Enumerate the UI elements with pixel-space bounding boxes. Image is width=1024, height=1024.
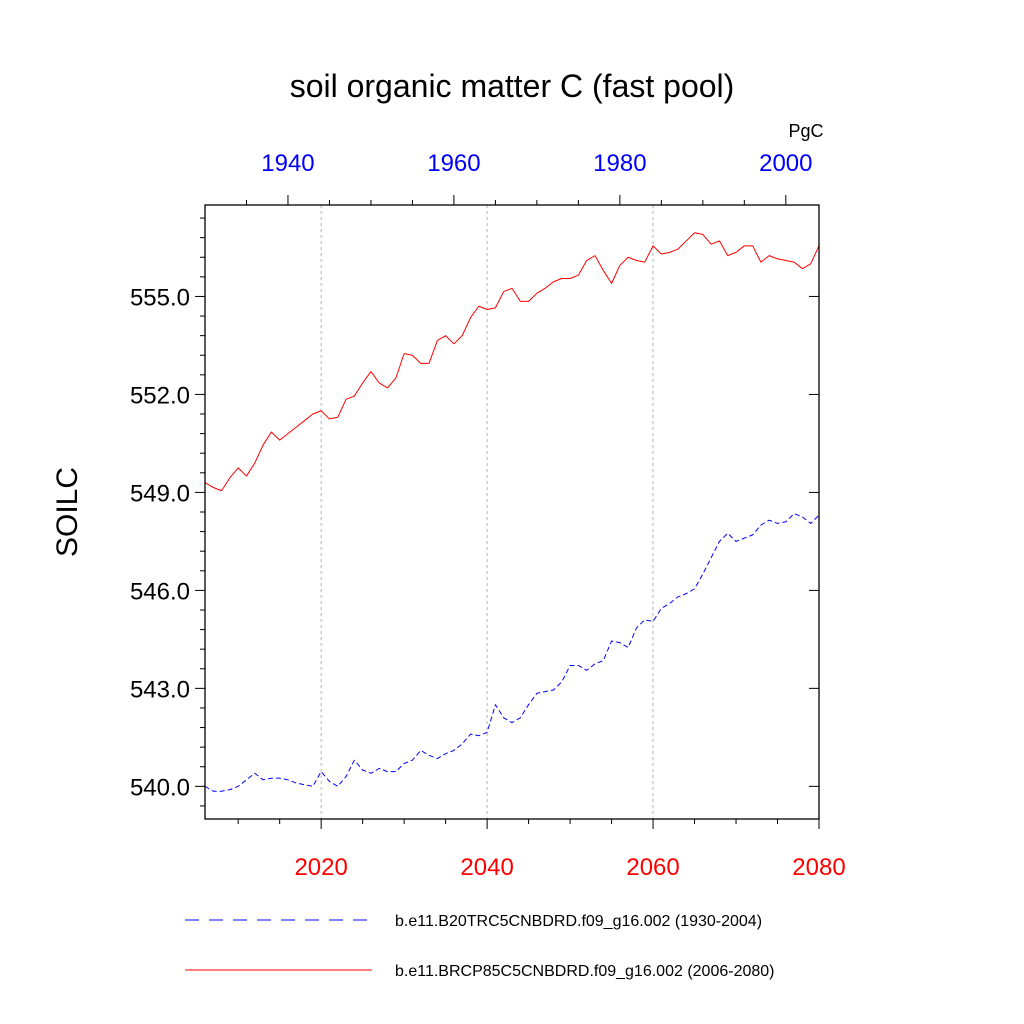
y-tick-label: 546.0 <box>130 578 190 605</box>
y-tick-label: 555.0 <box>130 284 190 311</box>
legend-label-historical: b.e11.B20TRC5CNBDRD.f09_g16.002 (1930-20… <box>395 913 762 930</box>
y-tick-label: 543.0 <box>130 676 190 703</box>
x-bottom-tick-label: 2040 <box>460 854 513 881</box>
chart-title: soil organic matter C (fast pool) <box>290 68 735 104</box>
series-line-rcp85 <box>204 232 820 492</box>
y-tick-label: 540.0 <box>130 774 190 801</box>
axes-layer: 540.0 543.0 546.0 549.0 552.0 555.0 2020 2040 20… <box>130 150 846 881</box>
y-tick-label: 552.0 <box>130 382 190 409</box>
x-bottom-tick-label: 2020 <box>294 854 347 881</box>
legend: b.e11.B20TRC5CNBDRD.f09_g16.002 (1930-20… <box>185 913 774 980</box>
x-top-tick-label: 1980 <box>593 150 646 177</box>
x-top-tick-label: 1960 <box>427 150 480 177</box>
units-label: PgC <box>788 121 823 141</box>
x-top-tick-label: 2000 <box>759 150 812 177</box>
series-line-historical <box>204 513 820 792</box>
y-tick-label: 549.0 <box>130 480 190 507</box>
legend-label-rcp85: b.e11.BRCP85C5CNBDRD.f09_g16.002 (2006-2… <box>395 963 774 980</box>
x-bottom-tick-label: 2060 <box>626 854 679 881</box>
x-bottom-tick-label: 2080 <box>792 854 845 881</box>
grid-layer <box>320 205 654 819</box>
y-axis-label: SOILC <box>51 467 84 557</box>
plot-frame <box>204 204 820 820</box>
x-top-tick-label: 1940 <box>261 150 314 177</box>
series-layer <box>204 232 820 792</box>
